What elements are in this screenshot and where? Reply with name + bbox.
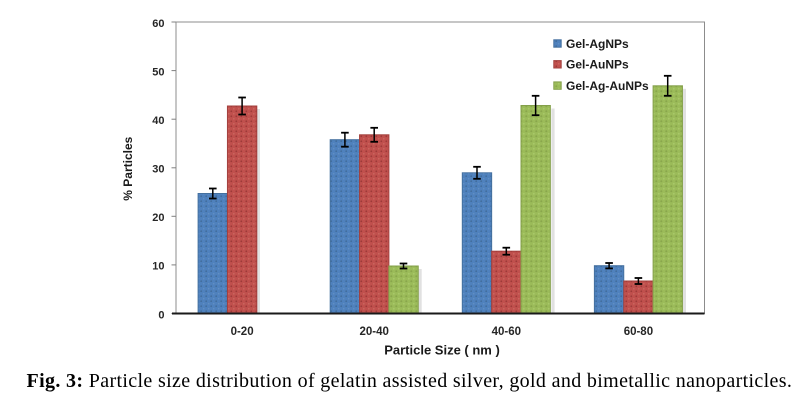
svg-text:Gel-Ag-AuNPs: Gel-Ag-AuNPs (566, 79, 649, 93)
svg-text:60: 60 (152, 18, 164, 30)
svg-text:60-80: 60-80 (624, 326, 653, 338)
svg-text:Gel-AuNPs: Gel-AuNPs (566, 58, 629, 72)
svg-text:10: 10 (152, 261, 164, 273)
svg-text:Fig. 3: Particle size distribu: Fig. 3: Particle size distribution of ge… (27, 370, 793, 392)
svg-text:40: 40 (152, 115, 164, 127)
svg-text:0-20: 0-20 (231, 326, 254, 338)
svg-text:50: 50 (152, 66, 164, 78)
svg-text:Gel-AgNPs: Gel-AgNPs (566, 37, 629, 51)
svg-text:Particle Size ( nm ): Particle Size ( nm ) (384, 343, 500, 358)
svg-text:40-60: 40-60 (492, 326, 521, 338)
svg-text:20: 20 (152, 212, 164, 224)
svg-text:0: 0 (158, 309, 164, 321)
svg-text:30: 30 (152, 164, 164, 176)
svg-text:% Particles: % Particles (121, 136, 135, 200)
svg-text:20-40: 20-40 (359, 326, 388, 338)
